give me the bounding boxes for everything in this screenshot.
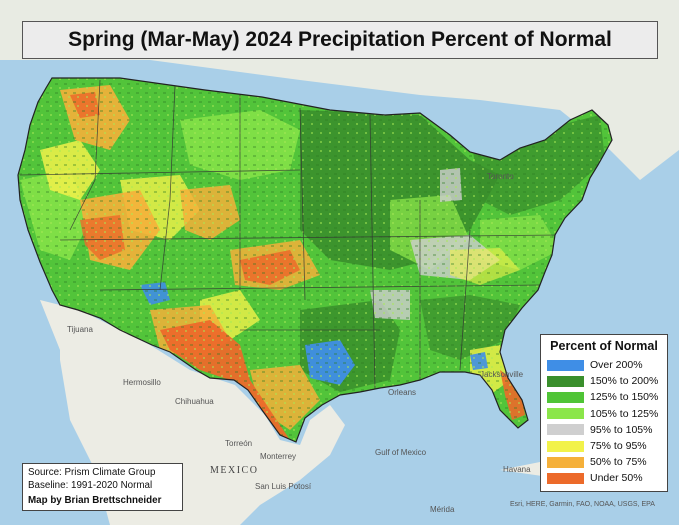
- legend-title: Percent of Normal: [550, 339, 658, 353]
- legend-item: Under 50%: [547, 470, 661, 486]
- attribution: Esri, HERE, Garmin, FAO, NOAA, USGS, EPA: [510, 501, 655, 508]
- legend-item: 95% to 105%: [547, 422, 661, 438]
- legend-item: 125% to 150%: [547, 389, 661, 405]
- legend-rows: Over 200% 150% to 200% 125% to 150% 105% to…: [547, 357, 661, 487]
- legend-swatch: [547, 472, 584, 484]
- legend-label: Under 50%: [590, 472, 643, 485]
- label-toronto: Toronto: [487, 172, 514, 181]
- label-merida: Mérida: [430, 505, 455, 514]
- legend-label: 95% to 105%: [590, 423, 653, 436]
- legend-item: 105% to 125%: [547, 406, 661, 422]
- usa-outline: [17, 77, 613, 443]
- legend-label: 150% to 200%: [590, 375, 659, 388]
- label-orleans: Orleans: [388, 388, 417, 397]
- legend-swatch: [547, 424, 584, 436]
- legend-item: 75% to 95%: [547, 438, 661, 454]
- map-title-box: Spring (Mar-May) 2024 Precipitation Perc…: [22, 21, 658, 59]
- baseline-line: Baseline: 1991-2020 Normal: [28, 479, 153, 491]
- map-title: Spring (Mar-May) 2024 Precipitation Perc…: [68, 28, 612, 51]
- label-hermosillo: Hermosillo: [123, 378, 161, 387]
- legend-item: Over 200%: [547, 357, 661, 373]
- label-mexico: MEXICO: [210, 465, 259, 476]
- legend-item: 50% to 75%: [547, 454, 661, 470]
- source-box: Source: Prism Climate Group Baseline: 19…: [22, 463, 183, 511]
- legend-label: Over 200%: [590, 359, 643, 372]
- legend: Percent of Normal Over 200% 150% to 200% 1…: [540, 334, 668, 492]
- credit-line: Map by Brian Brettschneider: [28, 495, 162, 506]
- label-gulf: Gulf of Mexico: [375, 448, 427, 457]
- label-chihuahua: Chihuahua: [175, 397, 214, 406]
- source-line: Source: Prism Climate Group: [28, 467, 156, 478]
- label-monterrey: Monterrey: [260, 452, 297, 461]
- legend-swatch: [547, 408, 584, 420]
- legend-label: 75% to 95%: [590, 440, 647, 453]
- legend-label: 105% to 125%: [590, 407, 659, 420]
- legend-swatch: [547, 359, 584, 371]
- legend-swatch: [547, 456, 584, 468]
- legend-item: 150% to 200%: [547, 373, 661, 389]
- legend-swatch: [547, 440, 584, 452]
- label-torreon: Torreón: [225, 439, 253, 448]
- label-jacksonville: Jacksonville: [480, 370, 524, 379]
- label-tijuana: Tijuana: [67, 325, 93, 334]
- legend-swatch: [547, 391, 584, 403]
- legend-label: 50% to 75%: [590, 456, 647, 469]
- legend-swatch: [547, 375, 584, 387]
- legend-label: 125% to 150%: [590, 391, 659, 404]
- label-havana: Havana: [503, 465, 531, 474]
- label-san-luis: San Luis Potosí: [255, 482, 312, 491]
- baja-land: [40, 300, 110, 440]
